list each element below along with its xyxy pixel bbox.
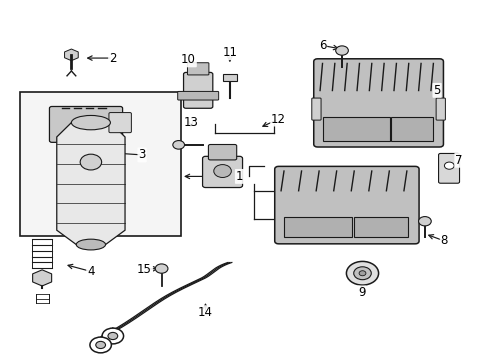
Circle shape	[358, 271, 365, 276]
Text: 14: 14	[198, 306, 213, 319]
Text: 11: 11	[222, 46, 237, 59]
Bar	[322, 117, 389, 140]
Circle shape	[96, 341, 105, 348]
FancyBboxPatch shape	[311, 98, 321, 120]
Polygon shape	[64, 49, 78, 60]
Circle shape	[346, 261, 378, 285]
FancyBboxPatch shape	[177, 91, 218, 100]
Ellipse shape	[71, 116, 110, 130]
Polygon shape	[33, 270, 52, 286]
FancyBboxPatch shape	[208, 144, 236, 160]
Circle shape	[102, 328, 123, 344]
Polygon shape	[222, 74, 237, 81]
Text: 3: 3	[138, 148, 145, 161]
Text: 9: 9	[357, 287, 365, 300]
Circle shape	[90, 337, 111, 353]
Bar	[283, 217, 351, 237]
Circle shape	[353, 267, 370, 280]
Circle shape	[80, 154, 102, 170]
FancyBboxPatch shape	[274, 166, 418, 244]
FancyBboxPatch shape	[109, 113, 131, 133]
Circle shape	[335, 46, 347, 55]
Text: 6: 6	[318, 39, 325, 52]
Text: 15: 15	[137, 263, 152, 276]
Text: 7: 7	[454, 154, 462, 167]
Text: 10: 10	[181, 53, 196, 66]
FancyBboxPatch shape	[435, 98, 445, 120]
Circle shape	[155, 264, 167, 273]
FancyBboxPatch shape	[49, 107, 122, 142]
FancyBboxPatch shape	[183, 72, 212, 108]
FancyBboxPatch shape	[438, 153, 459, 183]
Bar	[20, 92, 181, 235]
Circle shape	[172, 140, 184, 149]
Text: 12: 12	[270, 113, 285, 126]
Text: 2: 2	[109, 51, 116, 64]
Circle shape	[444, 162, 453, 169]
Text: 5: 5	[432, 84, 440, 97]
Polygon shape	[57, 123, 125, 244]
Circle shape	[213, 165, 231, 177]
Text: 4: 4	[87, 265, 95, 278]
FancyBboxPatch shape	[202, 156, 242, 188]
Circle shape	[418, 217, 430, 226]
Text: 8: 8	[440, 234, 447, 247]
Bar	[353, 217, 407, 237]
FancyBboxPatch shape	[313, 59, 443, 147]
FancyBboxPatch shape	[187, 63, 208, 75]
Text: 1: 1	[235, 170, 243, 183]
Ellipse shape	[76, 239, 105, 250]
Bar	[390, 117, 432, 140]
Text: 13: 13	[183, 116, 198, 129]
Circle shape	[108, 332, 118, 339]
